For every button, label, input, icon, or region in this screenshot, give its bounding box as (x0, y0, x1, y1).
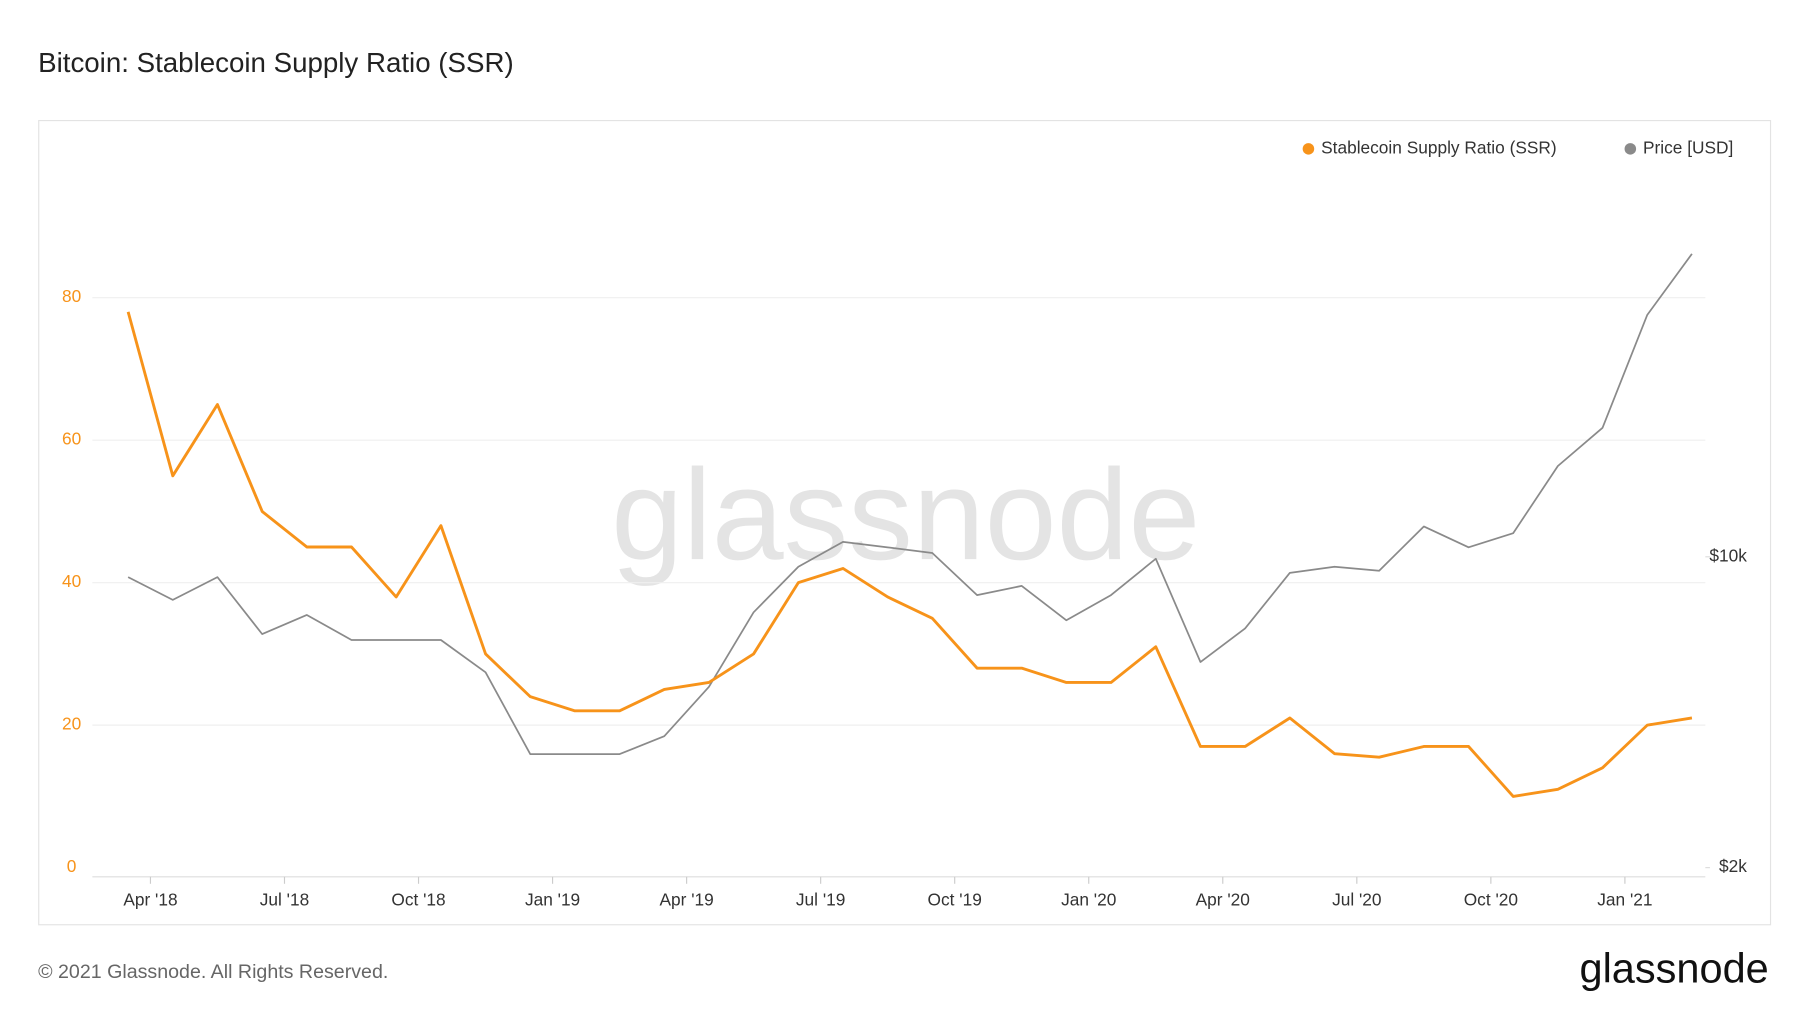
copyright: © 2021 Glassnode. All Rights Reserved. (38, 961, 388, 983)
legend-label: Stablecoin Supply Ratio (SSR) (1321, 137, 1557, 157)
x-tick-label: Jul '19 (796, 890, 845, 910)
y-tick-label: 60 (62, 429, 81, 449)
x-tick-label: Apr '18 (123, 890, 177, 910)
plot-frame (38, 119, 1772, 926)
x-tick-label: Apr '19 (659, 890, 713, 910)
x-tick-label: Jan '19 (525, 890, 580, 910)
x-tick-label: Oct '20 (1464, 890, 1518, 910)
y-tick-label: 0 (67, 856, 77, 876)
legend-label: Price [USD] (1643, 137, 1733, 157)
series-line (127, 253, 1693, 755)
x-tick-label: Oct '18 (391, 890, 445, 910)
x-tick-label: Jan '21 (1597, 890, 1652, 910)
legend-marker (1624, 143, 1637, 155)
x-tick-label: Jan '20 (1061, 890, 1116, 910)
watermark: glassnode (611, 443, 1200, 587)
x-tick-label: Apr '20 (1196, 890, 1250, 910)
x-tick-label: Jul '18 (260, 890, 309, 910)
y2-tick-label: $10k (1709, 545, 1747, 565)
legend-marker (1302, 143, 1315, 155)
x-tick-label: Oct '19 (928, 890, 982, 910)
x-tick-label: Jul '20 (1332, 890, 1381, 910)
y2-tick-label: $2k (1719, 856, 1747, 876)
logo: glassnode (1579, 944, 1768, 991)
y-tick-label: 80 (62, 286, 81, 306)
y-tick-label: 40 (62, 571, 81, 591)
series-line (126, 311, 1693, 798)
chart-title: Bitcoin: Stablecoin Supply Ratio (SSR) (38, 47, 514, 78)
y-tick-label: 20 (62, 714, 81, 734)
